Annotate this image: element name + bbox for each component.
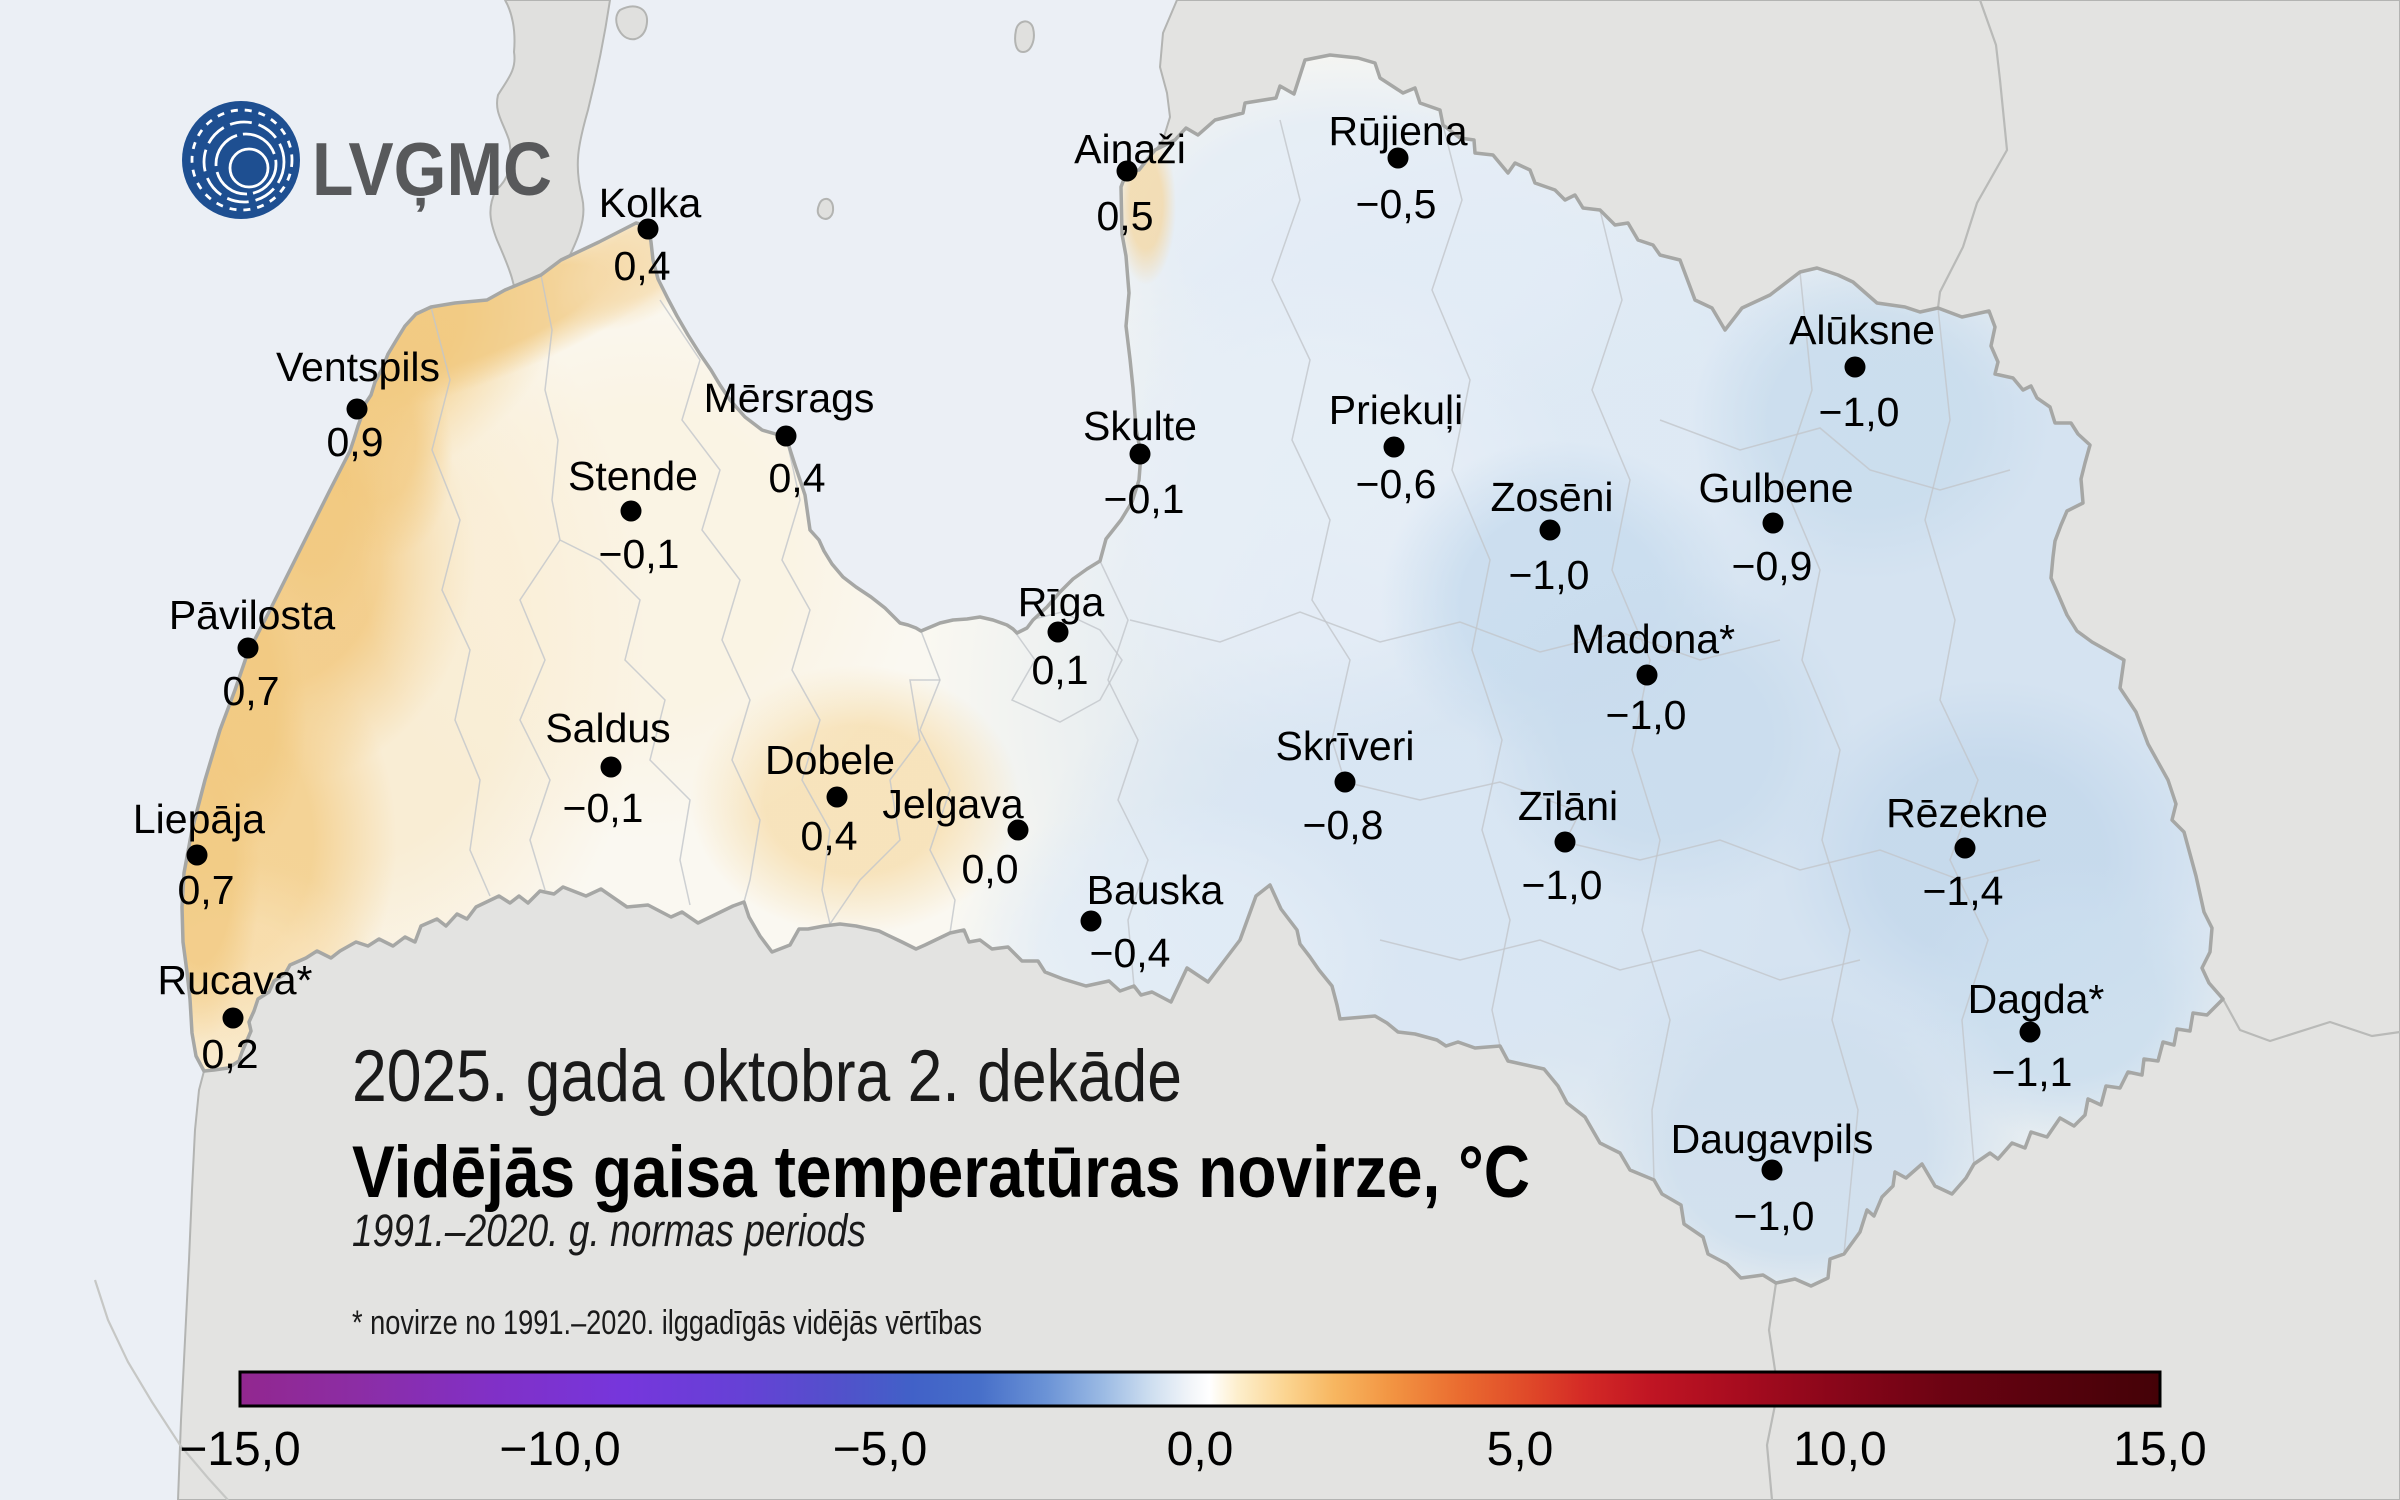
svg-text:Ainaži: Ainaži	[1074, 126, 1186, 172]
svg-text:−1,4: −1,4	[1923, 868, 2004, 914]
svg-text:−10,0: −10,0	[499, 1423, 620, 1476]
svg-text:0,0: 0,0	[962, 846, 1019, 892]
svg-text:−0,5: −0,5	[1356, 181, 1437, 227]
svg-text:Rucava*: Rucava*	[158, 957, 313, 1003]
svg-text:Kolka: Kolka	[599, 180, 702, 226]
svg-text:Dobele: Dobele	[765, 737, 895, 783]
svg-text:−0,9: −0,9	[1732, 543, 1813, 589]
svg-text:2025. gada oktobra 2. dekāde: 2025. gada oktobra 2. dekāde	[352, 1036, 1182, 1117]
svg-text:−0,4: −0,4	[1090, 930, 1171, 976]
svg-text:Jelgava: Jelgava	[882, 781, 1024, 827]
svg-text:Alūksne: Alūksne	[1789, 307, 1935, 353]
svg-text:Skrīveri: Skrīveri	[1276, 723, 1415, 769]
svg-text:Ventspils: Ventspils	[276, 344, 440, 390]
svg-text:Madona*: Madona*	[1571, 616, 1735, 662]
svg-text:Pāvilosta: Pāvilosta	[169, 592, 336, 638]
svg-text:Stende: Stende	[568, 453, 698, 499]
svg-text:0,9: 0,9	[327, 419, 384, 465]
svg-text:* novirze no 1991.–2020. ilgga: * novirze no 1991.–2020. ilggadīgās vidē…	[352, 1304, 982, 1342]
svg-text:Rūjiena: Rūjiena	[1328, 108, 1467, 154]
svg-text:Zīlāni: Zīlāni	[1518, 783, 1618, 829]
svg-text:−1,0: −1,0	[1522, 862, 1603, 908]
svg-text:15,0: 15,0	[2113, 1423, 2206, 1476]
svg-text:Liepāja: Liepāja	[133, 796, 265, 842]
svg-text:Rēzekne: Rēzekne	[1886, 790, 2048, 836]
svg-text:Dagda*: Dagda*	[1968, 976, 2105, 1022]
svg-text:−0,1: −0,1	[1104, 476, 1185, 522]
svg-text:1991.–2020. g. normas periods: 1991.–2020. g. normas periods	[352, 1205, 866, 1256]
svg-text:LVĢMC: LVĢMC	[312, 127, 552, 212]
svg-text:0,4: 0,4	[801, 813, 858, 859]
svg-text:0,5: 0,5	[1097, 193, 1154, 239]
svg-text:Vidējās gaisa temperatūras nov: Vidējās gaisa temperatūras novirze, °C	[352, 1132, 1530, 1213]
svg-text:−15,0: −15,0	[179, 1423, 300, 1476]
svg-text:0,0: 0,0	[1167, 1423, 1234, 1476]
svg-text:−0,1: −0,1	[599, 531, 680, 577]
svg-text:0,7: 0,7	[178, 867, 235, 913]
svg-text:−1,1: −1,1	[1992, 1049, 2073, 1095]
svg-text:5,0: 5,0	[1487, 1423, 1554, 1476]
svg-text:Rīga: Rīga	[1018, 579, 1105, 625]
svg-text:−0,1: −0,1	[563, 785, 644, 831]
svg-text:Gulbene: Gulbene	[1698, 465, 1853, 511]
svg-text:0,4: 0,4	[769, 455, 826, 501]
svg-text:Daugavpils: Daugavpils	[1671, 1116, 1874, 1162]
svg-text:−1,0: −1,0	[1509, 552, 1590, 598]
svg-text:Saldus: Saldus	[545, 705, 670, 751]
svg-text:Mērsrags: Mērsrags	[704, 375, 875, 421]
svg-text:0,1: 0,1	[1032, 647, 1089, 693]
svg-text:−1,0: −1,0	[1606, 692, 1687, 738]
svg-text:−1,0: −1,0	[1819, 389, 1900, 435]
svg-text:Skulte: Skulte	[1083, 403, 1197, 449]
svg-text:10,0: 10,0	[1793, 1423, 1886, 1476]
svg-text:Zosēni: Zosēni	[1490, 474, 1613, 520]
svg-text:−5,0: −5,0	[833, 1423, 928, 1476]
svg-text:0,2: 0,2	[202, 1031, 259, 1077]
svg-text:0,7: 0,7	[223, 668, 280, 714]
svg-text:Priekuļi: Priekuļi	[1329, 387, 1463, 433]
svg-text:−0,8: −0,8	[1303, 802, 1384, 848]
svg-text:0,4: 0,4	[614, 243, 671, 289]
svg-text:−1,0: −1,0	[1734, 1193, 1815, 1239]
svg-text:Bauska: Bauska	[1087, 867, 1224, 913]
svg-text:−0,6: −0,6	[1356, 461, 1437, 507]
